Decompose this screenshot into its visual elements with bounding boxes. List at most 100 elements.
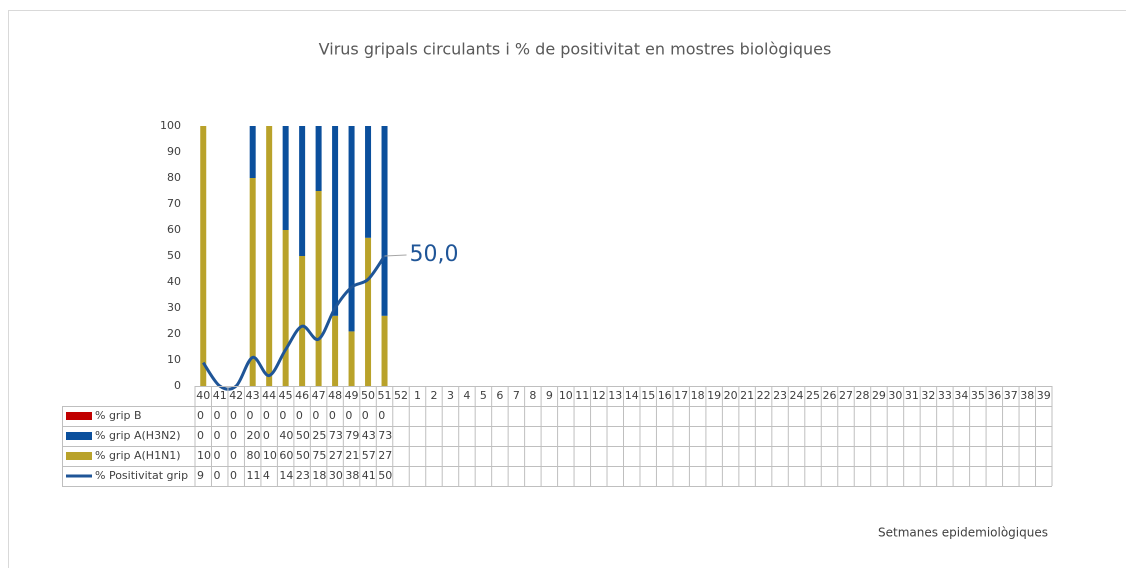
table-cell-clip: 73 [329, 429, 343, 442]
x-tick-label: 12 [592, 389, 606, 402]
x-tick-label: 17 [674, 389, 688, 402]
table-cell: 0 [378, 409, 385, 422]
table-cell-clip: 30 [329, 469, 343, 482]
x-tick-label: 41 [213, 389, 227, 402]
y-tick-label: 50 [167, 249, 181, 262]
y-tick-label: 80 [167, 171, 181, 184]
table-cell: 50 [378, 469, 392, 482]
table-cell: 0 [213, 429, 220, 442]
table-cell-clip: 18 [312, 469, 326, 482]
bar [249, 178, 256, 386]
table-cell: 79 [345, 429, 359, 442]
table-cell: 75 [312, 449, 326, 462]
x-tick-label: 29 [872, 389, 886, 402]
bar [365, 237, 372, 386]
x-tick-label: 15 [641, 389, 655, 402]
table-cell: 0 [246, 409, 253, 422]
y-tick-label: 20 [167, 327, 181, 340]
table-cell: 40 [279, 429, 293, 442]
x-tick-label: 37 [1004, 389, 1018, 402]
x-tick-label: 30 [888, 389, 902, 402]
bar [365, 126, 372, 238]
data-table: 40 41 42 43 44 45 46 47 48 49 50 51 52 1 2 3 4 5 6 7 8 9 10 11 1… [62, 386, 1053, 487]
x-tick-label: 32 [921, 389, 935, 402]
x-tick-label: 50 [361, 389, 375, 402]
table-cell-clip: 0 [345, 409, 352, 422]
table-cell-clip: 0 [230, 469, 237, 482]
table-cell-clip: 41 [362, 469, 376, 482]
x-tick-label: 28 [855, 389, 869, 402]
y-tick-label: 0 [174, 379, 181, 392]
table-cell: 0 [230, 429, 237, 442]
bar [332, 126, 339, 316]
y-tick-label: 90 [167, 145, 181, 158]
bar [299, 126, 306, 256]
x-tick-label: 23 [773, 389, 787, 402]
table-cell-clip: 0 [312, 409, 319, 422]
table-cell: 9 [197, 469, 204, 482]
bar [282, 126, 289, 230]
x-tick-label: 48 [328, 389, 342, 402]
x-tick-label: 26 [823, 389, 837, 402]
table-cell-clip: 73 [378, 429, 392, 442]
table-cell-clip: 23 [296, 469, 310, 482]
x-tick-label: 27 [839, 389, 853, 402]
table-cell: 50 [296, 429, 310, 442]
table-cell-clip: 0 [213, 409, 220, 422]
table-cell: 73 [378, 429, 392, 442]
table-cell-clip: 21 [345, 449, 359, 462]
x-tick-label: 9 [546, 389, 553, 402]
table-cell-clip: 0 [230, 429, 237, 442]
table-cell: 20 [246, 429, 260, 442]
x-tick-label: 20 [724, 389, 738, 402]
table-cell-clip: 79 [345, 429, 359, 442]
x-tick-label: 44 [262, 389, 276, 402]
table-cell: 0 [362, 409, 369, 422]
table-cell-clip: 50 [378, 469, 392, 482]
table-cell-clip: 40 [279, 429, 293, 442]
table-cell-clip: 100 [197, 449, 211, 462]
table-cell-clip: 0 [197, 409, 204, 422]
table-cell-clip: 9 [197, 469, 204, 482]
data-label: 50,0 [410, 242, 459, 267]
table-cell-clip: 80 [246, 449, 260, 462]
table-cell: 14 [279, 469, 293, 482]
x-tick-label: 46 [295, 389, 309, 402]
bar [315, 126, 322, 191]
y-tick-label: 100 [160, 119, 181, 132]
table-cell: 23 [296, 469, 310, 482]
table-cell-clip: 14 [279, 469, 293, 482]
bar [266, 126, 273, 386]
x-tick-label: 14 [625, 389, 639, 402]
x-tick-label: 42 [229, 389, 243, 402]
table-cell: 25 [312, 429, 326, 442]
x-tick-label: 39 [1037, 389, 1051, 402]
bar [348, 331, 355, 386]
x-tick-label: 35 [971, 389, 985, 402]
table-cell-clip: 0 [263, 429, 270, 442]
bar [348, 126, 355, 332]
table-cell-clip: 38 [345, 469, 359, 482]
bar [282, 230, 289, 386]
table-cell-clip: 20 [246, 429, 260, 442]
table-cell: 0 [329, 409, 336, 422]
x-tick-label: 7 [513, 389, 520, 402]
x-tick-label: 47 [312, 389, 326, 402]
y-tick-label: 40 [167, 275, 181, 288]
x-tick-label: 6 [496, 389, 503, 402]
table-cell: 0 [213, 409, 220, 422]
table-cell: 30 [329, 469, 343, 482]
table-cell: 73 [329, 429, 343, 442]
x-tick-label: 4 [463, 389, 470, 402]
table-cell-clip: 43 [362, 429, 376, 442]
legend-swatch [66, 432, 92, 440]
legend-swatch [66, 412, 92, 420]
bar [315, 191, 322, 386]
table-cell-clip: 50 [296, 429, 310, 442]
table-cell-clip: 0 [213, 449, 220, 462]
table-cell: 18 [312, 469, 326, 482]
x-tick-label: 38 [1020, 389, 1034, 402]
table-cell: 0 [230, 469, 237, 482]
x-tick-label: 18 [691, 389, 705, 402]
